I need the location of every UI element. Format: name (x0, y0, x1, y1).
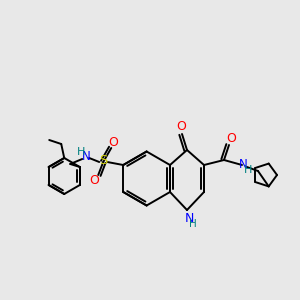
Text: S: S (99, 154, 107, 167)
Text: N: N (184, 212, 194, 224)
Text: O: O (89, 175, 99, 188)
Text: N: N (82, 151, 91, 164)
Text: H: H (244, 165, 252, 175)
Text: O: O (226, 131, 236, 145)
Text: O: O (108, 136, 118, 148)
Text: N: N (238, 158, 247, 172)
Text: H: H (189, 219, 197, 229)
Text: O: O (176, 121, 186, 134)
Text: H: H (77, 147, 86, 157)
